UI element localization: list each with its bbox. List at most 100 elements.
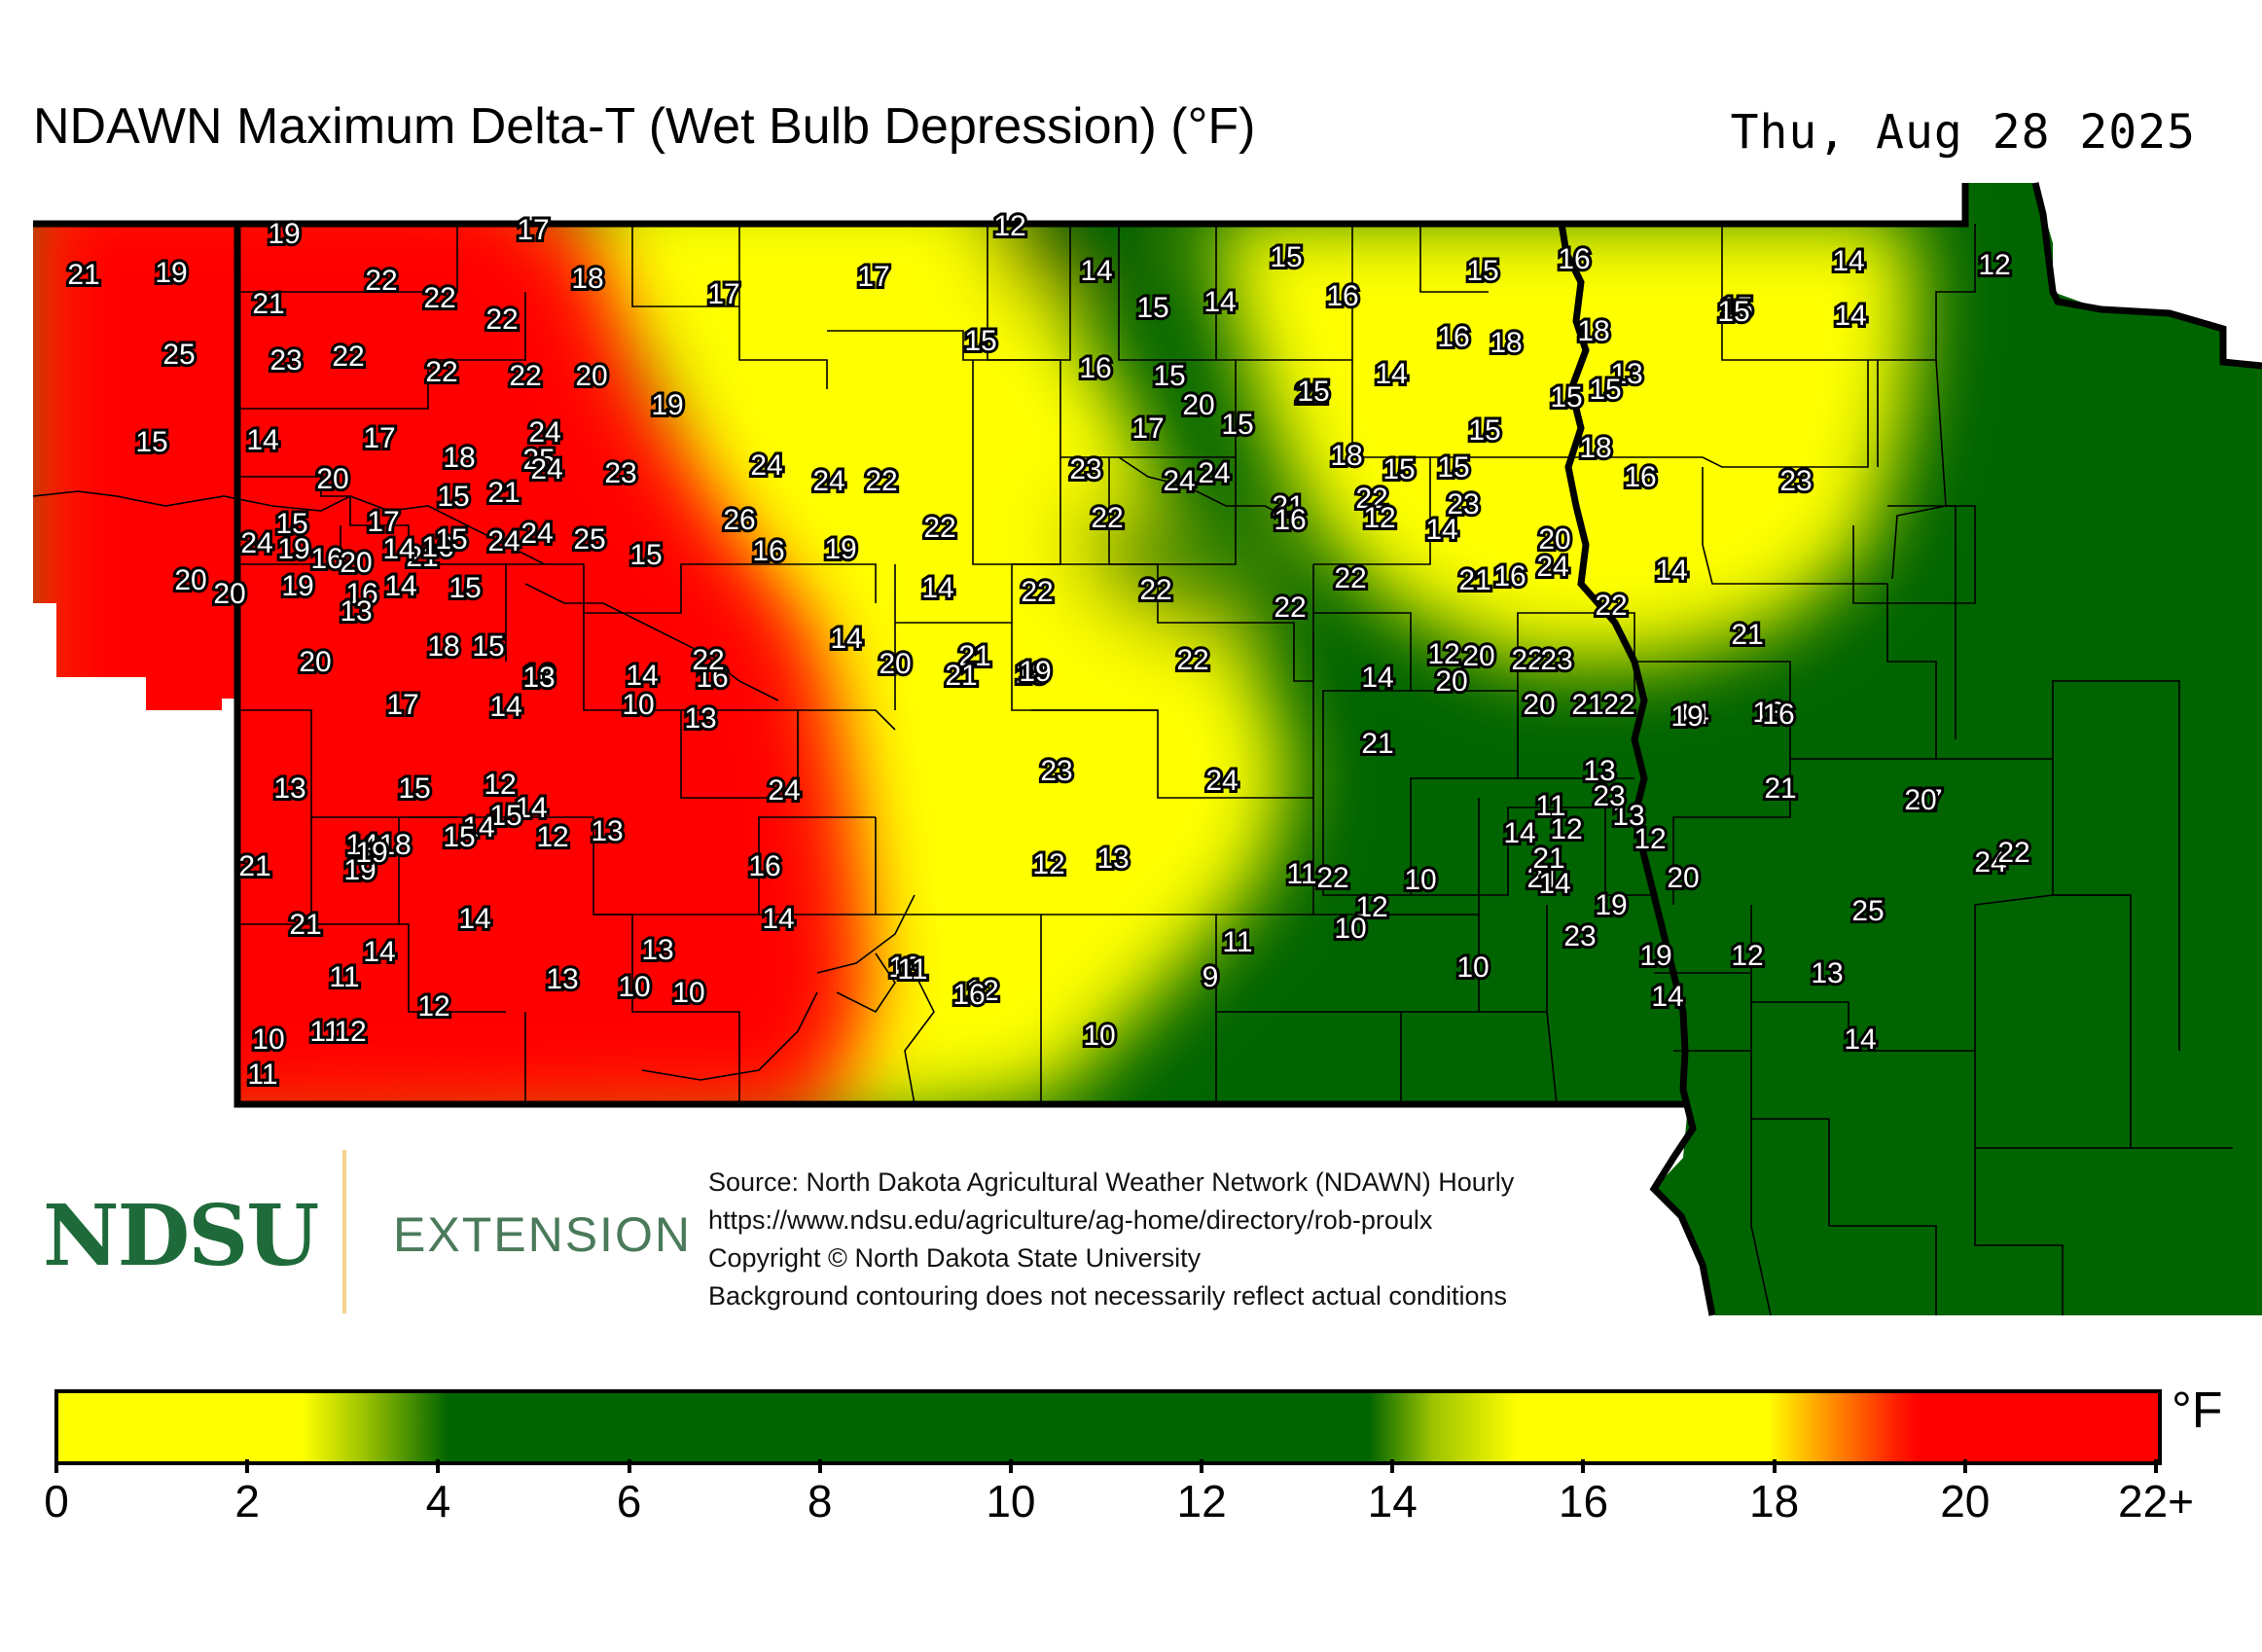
station-value: 17	[1131, 413, 1164, 445]
legend-tick	[1581, 1459, 1586, 1473]
station-value: 17	[367, 506, 399, 538]
station-value: 21	[1526, 862, 1559, 894]
red-river-border	[2031, 182, 2262, 370]
legend-tick	[436, 1459, 441, 1473]
station-value: 19	[1639, 940, 1671, 972]
station-value: 16	[1624, 461, 1656, 493]
station-value: 21	[238, 850, 270, 882]
station-value: 16	[1437, 321, 1469, 353]
station-value: 21	[1532, 843, 1564, 875]
station-value: 22	[423, 282, 455, 314]
station-value: 23	[1779, 465, 1812, 497]
station-value: 20	[299, 646, 331, 678]
station-value: 14	[1538, 868, 1570, 900]
station-value: 14	[1375, 358, 1407, 390]
rivers	[32, 456, 1285, 1105]
station-value: 12	[966, 975, 998, 1007]
station-value: 15	[1717, 296, 1749, 328]
station-value: 16	[345, 578, 377, 610]
station-value: 13	[1610, 358, 1642, 390]
station-value: 16	[952, 979, 985, 1011]
source-line: Source: North Dakota Agricultural Weathe…	[708, 1167, 1515, 1197]
station-value: 20	[879, 648, 911, 680]
station-value: 24	[240, 527, 272, 559]
station-value: 20	[316, 463, 348, 495]
station-value: 15	[472, 630, 504, 663]
station-value: 16	[1762, 699, 1794, 731]
station-value: 14	[515, 792, 547, 824]
station-value: 24	[750, 449, 782, 482]
station-value: 16	[1493, 560, 1526, 593]
station-value: 21	[1571, 689, 1603, 721]
station-value: 12	[1427, 638, 1459, 670]
station-value: 20	[340, 547, 372, 579]
station-value: 13	[1811, 957, 1843, 989]
station-value: 15	[435, 523, 467, 556]
station-value: 19	[268, 218, 300, 250]
legend-tick-label: 18	[1749, 1476, 1800, 1526]
station-value: 18	[571, 263, 603, 295]
legend-tick	[1772, 1459, 1777, 1473]
station-value: 10	[252, 1024, 284, 1056]
station-value: 20	[1904, 784, 1936, 816]
legend-tick	[627, 1459, 631, 1473]
station-value: 24	[812, 465, 844, 497]
legend-tick	[817, 1459, 822, 1473]
station-value: 20	[575, 360, 607, 392]
station-value: 21	[252, 288, 284, 320]
station-value: 14	[489, 691, 521, 723]
station-value: 19	[1019, 656, 1051, 688]
station-value: 16	[1558, 243, 1590, 275]
station-value: 20	[1667, 862, 1699, 894]
station-value: 12	[334, 1016, 366, 1048]
station-value: 11	[1222, 926, 1252, 958]
legend-tick-label: 10	[986, 1476, 1036, 1526]
station-value: 14	[830, 623, 862, 655]
station-value: 20	[1523, 689, 1555, 721]
station-value: 20	[1538, 523, 1570, 556]
station-value: 21	[487, 477, 520, 509]
station-value: 23	[1040, 755, 1072, 787]
station-value: 22	[1139, 574, 1171, 606]
copyright-line: Copyright © North Dakota State Universit…	[708, 1243, 1202, 1273]
station-value: 15	[964, 325, 996, 357]
missouri-river	[1558, 223, 1716, 1316]
station-value: 10	[1456, 952, 1489, 984]
station-value: 11	[1535, 790, 1565, 822]
station-value: 22	[923, 512, 955, 544]
legend-tick	[54, 1459, 58, 1473]
station-value: 21	[67, 259, 99, 291]
station-value: 18	[1579, 432, 1611, 464]
station-value: 25	[162, 339, 195, 371]
station-value: 26	[723, 504, 755, 536]
station-value: 14	[1655, 555, 1687, 587]
station-value: 16	[696, 662, 728, 694]
station-value: 14	[246, 424, 278, 456]
station-value: 19	[1670, 700, 1703, 733]
station-value: 21	[958, 640, 990, 672]
station-value: 15	[1468, 414, 1500, 447]
station-value: 10	[1083, 1020, 1115, 1052]
contour-field	[33, 183, 2262, 1315]
station-value: 14	[1676, 699, 1708, 731]
station-value: 22	[1316, 862, 1348, 894]
legend-tick	[245, 1459, 250, 1473]
station-value: 13	[522, 662, 555, 694]
station-value: 24	[1205, 765, 1238, 797]
station-value: 18	[1330, 440, 1362, 472]
station-value: 15	[1136, 292, 1168, 324]
station-value: 15	[135, 426, 167, 458]
station-value: 22	[1021, 576, 1053, 608]
station-value: 22	[425, 356, 457, 388]
source-url[interactable]: https://www.ndsu.edu/agriculture/ag-home…	[708, 1205, 1433, 1235]
station-value: 18	[1490, 327, 1522, 359]
station-value: 14	[1651, 981, 1683, 1013]
station-value: 11	[1286, 858, 1316, 890]
station-value: 13	[273, 772, 305, 805]
station-value: 25	[1851, 895, 1884, 927]
station-value: 12	[1634, 823, 1666, 855]
station-value: 24	[487, 525, 520, 557]
station-value: 21	[1458, 564, 1490, 596]
station-value: 12	[1978, 249, 2010, 281]
station-value: 13	[888, 952, 920, 984]
